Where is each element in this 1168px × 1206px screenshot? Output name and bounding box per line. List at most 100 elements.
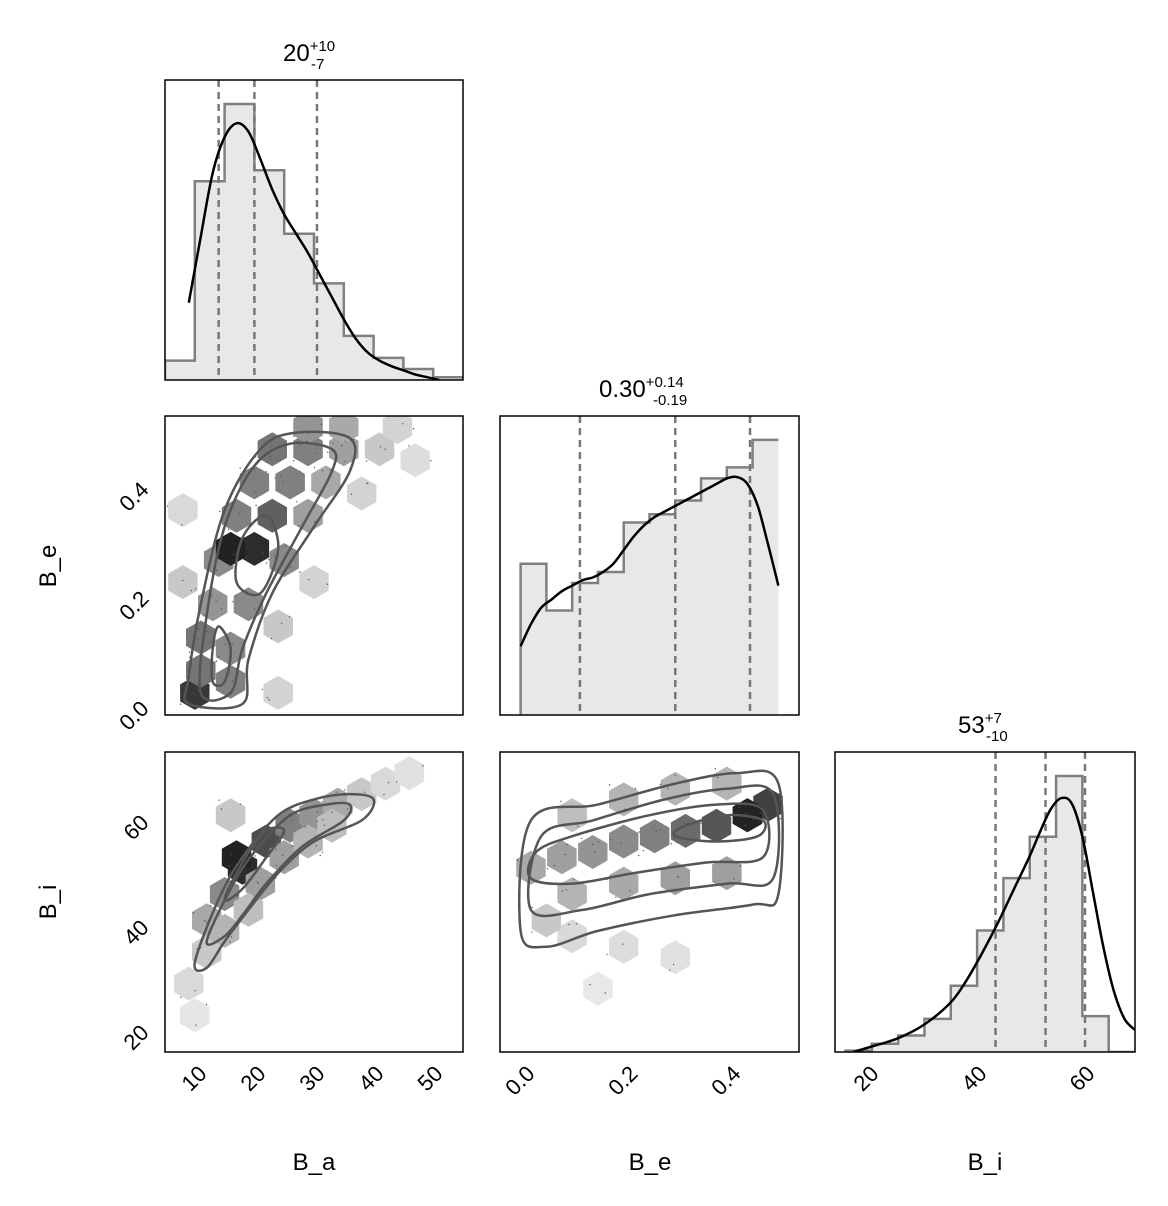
ba_be-scatter-point: [314, 452, 317, 455]
ba_be-hexbin-25: [347, 476, 377, 511]
be_bi-scatter-point: [597, 841, 600, 843]
be_bi-scatter-point: [638, 831, 640, 833]
ba_be-scatter-point: [181, 684, 183, 686]
be_bi-hexbin-18: [609, 929, 639, 964]
be_bi-scatter-point: [604, 992, 606, 994]
ba_be-scatter-point: [329, 469, 331, 471]
frame-diag-2: [499, 415, 800, 716]
be_bi-hexbin-17: [557, 919, 587, 954]
ba_bi-scatter-point: [277, 833, 280, 835]
title-b-e-sub: -0.19: [653, 392, 687, 409]
title-b-a-sub: -7: [311, 56, 324, 73]
bi-hist-bar-4: [951, 986, 977, 1052]
be_bi-contour-2: [526, 802, 771, 886]
ba_be-scatter-point: [285, 545, 287, 547]
ba_be-scatter-point: [245, 540, 248, 542]
be_bi-scatter-point: [620, 842, 622, 844]
x-tick-b-a-30: 30: [295, 1061, 330, 1096]
ba_be-hexbin-27: [263, 675, 293, 710]
be_bi-scatter-point: [673, 838, 675, 840]
be_bi-scatter-point: [629, 890, 631, 892]
be-hist-bar-5: [650, 514, 676, 715]
y-ticks-b-i: 20 40 60: [119, 810, 154, 1055]
ba_be-hexbin-19: [364, 432, 395, 467]
x-axis-label-b-e: B_e: [629, 1149, 672, 1176]
ba_be-scatter-point: [299, 470, 301, 473]
ba_bi-contour-2: [223, 826, 286, 902]
ba_bi-scatter-point: [383, 794, 385, 796]
be_bi-scatter-point: [561, 890, 564, 892]
ba_be-scatter-point: [344, 460, 346, 463]
ba_be-scatter-point: [235, 668, 237, 670]
x-axis-label-b-i: B_i: [968, 1149, 1003, 1176]
ba_bi-scatter-point: [322, 819, 324, 821]
be_bi-scatter-point: [652, 827, 654, 829]
be_bi-scatter-point: [739, 865, 741, 867]
bi-hist-bar-9: [1082, 1016, 1108, 1052]
be_bi-scatter-point: [752, 818, 755, 821]
ba_bi-hexbin-18: [317, 808, 347, 843]
ba_be-scatter-point: [253, 468, 255, 470]
ba_be-scatter-point: [181, 524, 183, 526]
x-axis-label-b-a: B_a: [293, 1149, 336, 1176]
ba_be-scatter-point: [198, 628, 200, 631]
be_bi-scatter-point: [775, 792, 777, 795]
ba_be-hexbin-24: [168, 493, 198, 528]
ba_be-scatter-point: [261, 688, 264, 691]
ba_be-hexbin-29: [299, 565, 329, 600]
be-hist-bar-2: [572, 583, 598, 715]
y-tick-b-e-0.0: 0.0: [114, 696, 153, 735]
ba_bi-scatter-point: [281, 831, 283, 833]
ba_be-contour-0: [183, 430, 357, 710]
be_bi-scatter-point: [622, 943, 624, 945]
ba_be-scatter-point: [227, 528, 230, 531]
be_bi-scatter-point: [642, 850, 645, 852]
x-ticks-b-i: 20 40 60: [849, 1061, 1100, 1096]
ba_be-hexbin-6: [233, 587, 264, 622]
be_bi-hexbin-3: [609, 824, 639, 859]
be-hist-step: [519, 438, 779, 715]
ba_be-scatter-point: [341, 444, 343, 447]
ba_be-contour-1: [198, 441, 338, 702]
title-b-a: 20+10: [283, 38, 335, 67]
y-tick-b-i-40: 40: [119, 915, 154, 950]
histogram-b-a-panel: [165, 80, 463, 380]
be_bi-scatter-point: [659, 828, 662, 831]
ba_bi-contour-0: [193, 792, 376, 972]
x-tick-b-a-40: 40: [354, 1061, 389, 1096]
be_bi-scatter-point: [713, 881, 715, 883]
ba_be-scatter-point: [332, 442, 334, 444]
ba_bi-scatter-point: [291, 819, 293, 822]
ba_bi-scatter-point: [275, 848, 277, 851]
ba_be-scatter-point: [262, 537, 264, 539]
be_bi-scatter-point: [575, 923, 578, 925]
ba_be-scatter-point: [285, 507, 287, 510]
ba_be-scatter-point: [262, 552, 264, 554]
ba_bi-scatter-point: [344, 789, 346, 791]
ba_bi-hexbin-17: [180, 998, 210, 1033]
ba_be-scatter-point: [203, 615, 205, 617]
be_bi-hexbin-21: [531, 903, 562, 938]
ba_bi-scatter-point: [271, 834, 273, 836]
ba_be-contour-2: [210, 625, 233, 688]
ba_be-scatter-point: [235, 595, 237, 597]
ba-hist-bar-2: [225, 104, 255, 380]
ba_bi-scatter-point: [304, 826, 306, 828]
hexbin-b-a-vs-b-e-panel: [166, 416, 432, 710]
ba_bi-scatter-point: [315, 845, 318, 847]
be_bi-scatter-point: [714, 812, 716, 815]
bi-hist-bar-2: [898, 1035, 924, 1052]
ba_be-scatter-point: [274, 514, 276, 516]
ba_be-scatter-point: [215, 569, 218, 571]
ba_bi-hexbin-13: [370, 766, 401, 801]
ba_be-scatter-point: [270, 526, 272, 528]
ba_be-scatter-point: [224, 643, 227, 645]
hexbin-b-a-vs-b-i-panel: [174, 756, 425, 1033]
be_bi-scatter-point: [669, 969, 671, 971]
be_bi-scatter-point: [568, 923, 570, 926]
x-tick-b-i-60: 60: [1065, 1061, 1100, 1096]
ba_be-hexbin-17: [293, 432, 323, 467]
ba_be-scatter-point: [299, 444, 301, 446]
ba-kde-line: [187, 121, 440, 380]
be_bi-scatter-point: [670, 843, 672, 845]
